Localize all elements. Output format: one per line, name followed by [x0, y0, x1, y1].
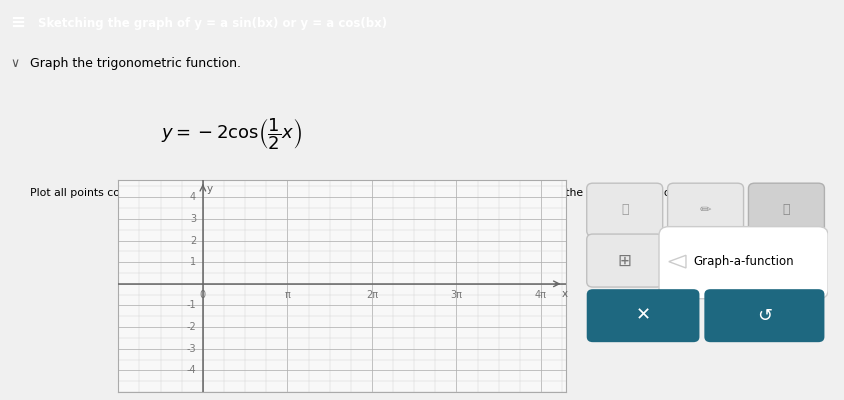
- Text: Plot all points corresponding to x-intercepts, minima, and maxima within one cyc: Plot all points corresponding to x-inter…: [30, 188, 719, 198]
- FancyBboxPatch shape: [748, 183, 824, 236]
- Text: y: y: [207, 184, 213, 194]
- FancyBboxPatch shape: [586, 289, 699, 342]
- Text: π: π: [284, 290, 290, 300]
- FancyBboxPatch shape: [704, 289, 824, 342]
- Text: -4: -4: [187, 365, 196, 375]
- FancyBboxPatch shape: [586, 183, 662, 236]
- Text: ⬜: ⬜: [620, 203, 628, 216]
- Text: 2: 2: [190, 236, 196, 246]
- FancyBboxPatch shape: [586, 234, 662, 287]
- Text: -3: -3: [187, 344, 196, 354]
- Text: 4: 4: [190, 192, 196, 202]
- Text: ✕: ✕: [635, 307, 650, 325]
- Text: 0: 0: [199, 290, 206, 300]
- Text: Graph the trigonometric function.: Graph the trigonometric function.: [30, 57, 241, 70]
- Text: ✏: ✏: [699, 203, 711, 217]
- Text: $y=-2\cos\!\left(\dfrac{1}{2}x\right)$: $y=-2\cos\!\left(\dfrac{1}{2}x\right)$: [160, 117, 301, 152]
- FancyBboxPatch shape: [658, 227, 827, 299]
- Text: Graph-a-function: Graph-a-function: [692, 255, 793, 268]
- FancyBboxPatch shape: [667, 183, 743, 236]
- Text: ≡: ≡: [10, 14, 25, 32]
- Text: 4π: 4π: [534, 290, 546, 300]
- Text: 3π: 3π: [450, 290, 462, 300]
- Text: Sketching the graph of y = a sin(bx) or y = a cos(bx): Sketching the graph of y = a sin(bx) or …: [38, 16, 387, 30]
- Polygon shape: [668, 255, 685, 268]
- Text: -1: -1: [187, 300, 196, 310]
- Text: -2: -2: [187, 322, 196, 332]
- Text: 3: 3: [190, 214, 196, 224]
- Text: x: x: [561, 288, 567, 298]
- Text: ∨: ∨: [10, 57, 19, 70]
- Text: 🔎: 🔎: [782, 203, 789, 216]
- Text: 1: 1: [190, 257, 196, 267]
- Text: ⊞: ⊞: [617, 252, 631, 270]
- Text: 2π: 2π: [365, 290, 377, 300]
- Text: ↺: ↺: [756, 307, 771, 325]
